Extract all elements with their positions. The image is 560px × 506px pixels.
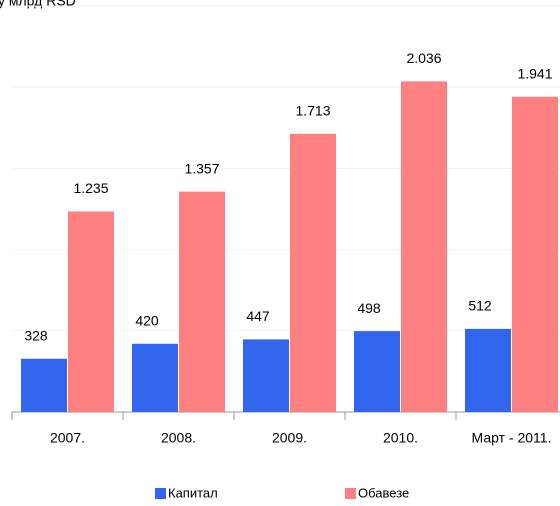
- data-label: 447: [246, 308, 270, 324]
- x-tick-label: 2008.: [161, 430, 196, 446]
- data-label: 1.713: [295, 103, 330, 119]
- bar: [68, 211, 114, 412]
- data-label: 2.036: [406, 50, 441, 66]
- data-label: 1.357: [184, 160, 219, 176]
- x-tick-label: 2009.: [272, 430, 307, 446]
- data-label: 498: [357, 300, 381, 316]
- legend-label: Капитал: [168, 485, 218, 500]
- bar: [401, 81, 447, 412]
- y-axis-label: у млрд RSD: [0, 0, 76, 9]
- data-label: 328: [24, 327, 48, 343]
- data-label: 420: [135, 312, 159, 328]
- bar: [179, 191, 225, 412]
- bar: [354, 331, 400, 412]
- legend-swatch: [345, 488, 356, 499]
- data-label: 1.941: [517, 65, 552, 81]
- bar: [290, 133, 336, 412]
- data-label: 1.235: [73, 180, 108, 196]
- legend-swatch: [155, 488, 166, 499]
- bar: [465, 328, 511, 412]
- legend-label: Обавезе: [358, 485, 409, 500]
- bar: [132, 343, 178, 412]
- x-tick-label: 2010.: [383, 430, 418, 446]
- x-tick-label: 2007.: [50, 430, 85, 446]
- x-tick-label: Март - 2011.: [472, 430, 552, 446]
- data-label: 512: [468, 298, 492, 314]
- bar: [21, 358, 67, 412]
- bar: [512, 96, 558, 412]
- bar: [243, 339, 289, 412]
